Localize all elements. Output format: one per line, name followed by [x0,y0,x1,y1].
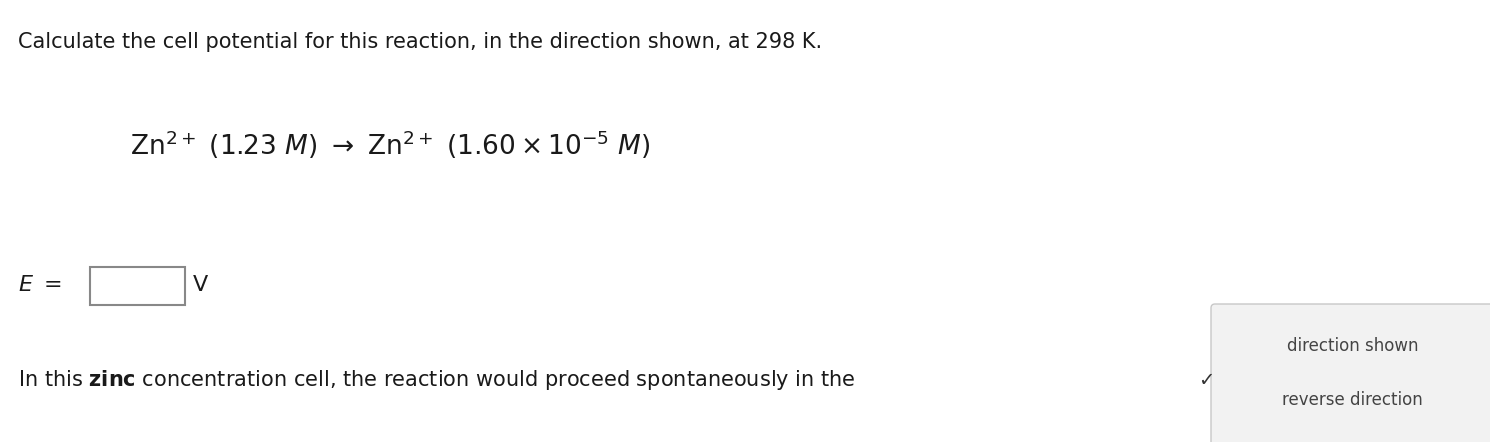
Bar [89,267,185,305]
Text: direction shown: direction shown [1287,337,1418,355]
Text: reverse direction: reverse direction [1281,391,1423,409]
Text: $\mathit{E}\ =$: $\mathit{E}\ =$ [18,275,63,295]
Text: In this $\mathbf{zinc}$ concentration cell, the reaction would proceed spontaneo: In this $\mathbf{zinc}$ concentration ce… [18,368,855,392]
Text: ✓: ✓ [1198,370,1214,389]
FancyBboxPatch shape [1211,304,1490,442]
Text: Calculate the cell potential for this reaction, in the direction shown, at 298 K: Calculate the cell potential for this re… [18,32,822,52]
Text: $\mathrm{Zn^{2+}}\ (1.23\ M)\ \rightarrow\ \mathrm{Zn^{2+}}\ \left(1.60 \times 1: $\mathrm{Zn^{2+}}\ (1.23\ M)\ \rightarro… [130,129,651,161]
Text: V: V [194,275,209,295]
